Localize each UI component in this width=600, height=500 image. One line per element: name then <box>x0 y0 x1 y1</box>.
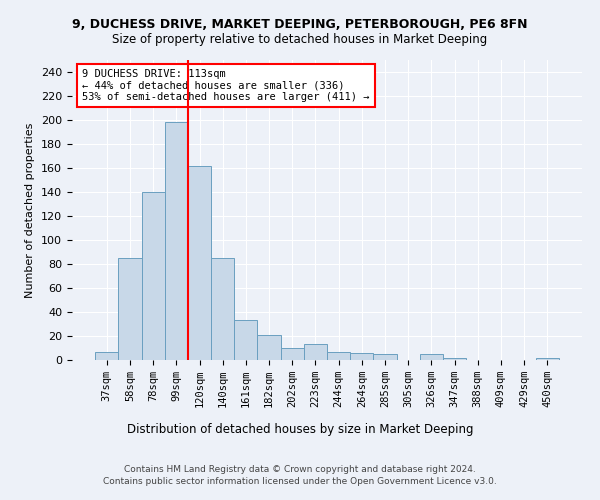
Bar <box>257 335 281 360</box>
Y-axis label: Number of detached properties: Number of detached properties <box>25 122 35 298</box>
Bar <box>118 258 142 360</box>
Bar <box>443 358 466 360</box>
Bar <box>281 348 304 360</box>
Bar <box>304 344 327 360</box>
Bar <box>142 192 165 360</box>
Text: Contains HM Land Registry data © Crown copyright and database right 2024.: Contains HM Land Registry data © Crown c… <box>124 465 476 474</box>
Bar <box>234 320 257 360</box>
Bar <box>373 354 397 360</box>
Bar <box>327 352 350 360</box>
Bar <box>165 122 188 360</box>
Bar <box>350 353 373 360</box>
Text: 9 DUCHESS DRIVE: 113sqm
← 44% of detached houses are smaller (336)
53% of semi-d: 9 DUCHESS DRIVE: 113sqm ← 44% of detache… <box>82 69 370 102</box>
Bar <box>420 354 443 360</box>
Bar <box>211 258 234 360</box>
Bar <box>95 352 118 360</box>
Bar <box>188 166 211 360</box>
Text: Distribution of detached houses by size in Market Deeping: Distribution of detached houses by size … <box>127 422 473 436</box>
Text: Size of property relative to detached houses in Market Deeping: Size of property relative to detached ho… <box>112 32 488 46</box>
Text: 9, DUCHESS DRIVE, MARKET DEEPING, PETERBOROUGH, PE6 8FN: 9, DUCHESS DRIVE, MARKET DEEPING, PETERB… <box>72 18 528 30</box>
Text: Contains public sector information licensed under the Open Government Licence v3: Contains public sector information licen… <box>103 478 497 486</box>
Bar <box>536 358 559 360</box>
